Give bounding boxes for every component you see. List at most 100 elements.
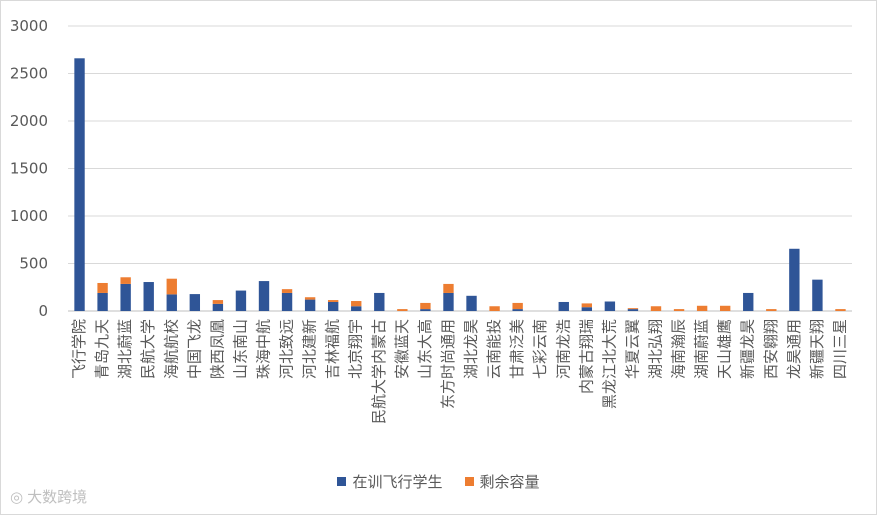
legend: 在训飞行学生 剩余容量 [0,471,877,492]
x-tick-label: 河北建新 [301,319,319,379]
x-tick-label: 黑龙江北大荒 [600,319,618,409]
bar-capacity [120,277,131,284]
legend-swatch-series-1 [337,477,347,486]
x-tick-label: 天山雄鹰 [716,319,734,379]
x-axis: 飞行学院 青岛九天 湖北蔚蓝 民航大学 海航航校 中国飞龙 陕西凤凰 山东南山 珠海中航 河北致远… [70,319,849,424]
x-tick-label: 北京翔宇 [347,319,365,379]
x-tick-label: 陕西凤凰 [208,319,226,379]
x-tick-label: 安徽蓝天 [393,319,411,379]
bar-students [143,282,154,311]
x-tick-label: 中国飞龙 [185,319,203,379]
x-tick-label: 飞行学院 [70,319,88,379]
bar-students [627,309,639,311]
bar-capacity [512,302,523,310]
bar-students [558,301,569,311]
x-tick-label: 湖北蔚蓝 [116,319,134,379]
bar-capacity [97,282,108,293]
bar-students [166,294,177,311]
x-tick-label: 湖南蔚蓝 [693,319,711,379]
bar-students [443,292,454,311]
bar-capacity [304,297,316,300]
bar-students [812,279,823,311]
x-tick-label: 河北致远 [278,319,296,379]
x-tick-label: 湖北弘翔 [647,319,665,379]
legend-label-series-2: 剩余容量 [479,473,540,491]
bar-students [281,292,293,311]
bar-capacity [627,308,639,310]
x-tick-label: 西安翱翔 [762,319,780,379]
bar-capacity [397,309,408,311]
x-tick-label: 龙昊通用 [785,319,803,379]
bar-students [581,307,593,311]
bar-students [258,281,270,311]
x-tick-label: 内蒙古翔瑞 [577,319,595,394]
legend-label-series-1: 在训飞行学生 [352,473,443,491]
legend-item-series-2: 剩余容量 [464,471,540,492]
bar-capacity [443,283,454,293]
bar-students [120,283,131,311]
bar-students [604,301,616,311]
bar-capacity [696,305,708,311]
x-tick-label: 河南龙浩 [554,319,572,379]
y-tick-label: 3000 [10,17,48,35]
x-tick-label: 云南能投 [485,319,503,379]
bar-students [189,294,201,311]
x-tick-label: 新疆龙昊 [739,319,757,379]
x-tick-label: 民航大学内蒙古 [370,319,388,424]
bar-capacity [281,289,293,293]
x-tick-label: 七彩云南 [531,319,549,379]
bar-students [97,292,108,311]
legend-item-series-1: 在训飞行学生 [337,471,443,492]
bar-students [235,290,247,311]
bar-students [466,295,477,311]
bar-students [74,58,85,311]
x-tick-label: 甘肃泛美 [508,319,526,379]
watermark-logo-icon: ◎ [10,487,24,506]
x-tick-label: 东方时尚通用 [439,319,457,409]
bar-capacity [650,306,662,311]
bar-capacity [489,306,500,311]
x-tick-label: 海南瀚辰 [670,319,688,379]
bar-students [789,248,800,311]
bar-capacity [835,309,846,311]
watermark-text: 大数跨境 [27,488,88,506]
x-tick-label: 山东大高 [416,319,434,379]
y-tick-label: 2000 [10,112,48,130]
bar-capacity [420,302,431,310]
y-tick-label: 1500 [10,160,48,178]
y-tick-label: 2500 [10,65,48,83]
bar-students [512,309,523,311]
bars [74,58,846,311]
bar-capacity [212,300,224,304]
bar-students [420,309,431,311]
bar-students [351,306,362,311]
bar-capacity [351,301,362,307]
x-tick-label: 珠海中航 [255,319,273,379]
bar-capacity [719,305,731,311]
y-tick-label: 500 [19,255,48,273]
bar-capacity [327,300,339,302]
bar-students [304,299,316,311]
bar-students [743,292,754,311]
y-tick-label: 1000 [10,207,48,225]
bar-capacity [766,309,777,311]
x-tick-label: 华夏云翼 [623,319,641,379]
x-tick-label: 青岛九天 [93,319,111,379]
bar-capacity [673,309,685,311]
y-tick-label: 0 [38,302,48,320]
x-tick-label: 民航大学 [139,319,157,379]
legend-swatch-series-2 [464,477,474,486]
x-tick-label: 湖北龙昊 [462,319,480,379]
x-tick-label: 山东南山 [231,319,249,379]
y-axis: 0 500 1000 1500 2000 2500 3000 [10,17,48,320]
bar-students [212,303,224,311]
x-tick-label: 海航航校 [162,319,180,379]
x-tick-label: 吉林福航 [324,319,342,379]
bar-students [374,292,385,311]
bar-capacity [581,303,593,308]
x-tick-label: 新疆天翔 [808,319,826,379]
bar-students [327,301,339,311]
watermark: ◎ 大数跨境 [10,486,87,507]
